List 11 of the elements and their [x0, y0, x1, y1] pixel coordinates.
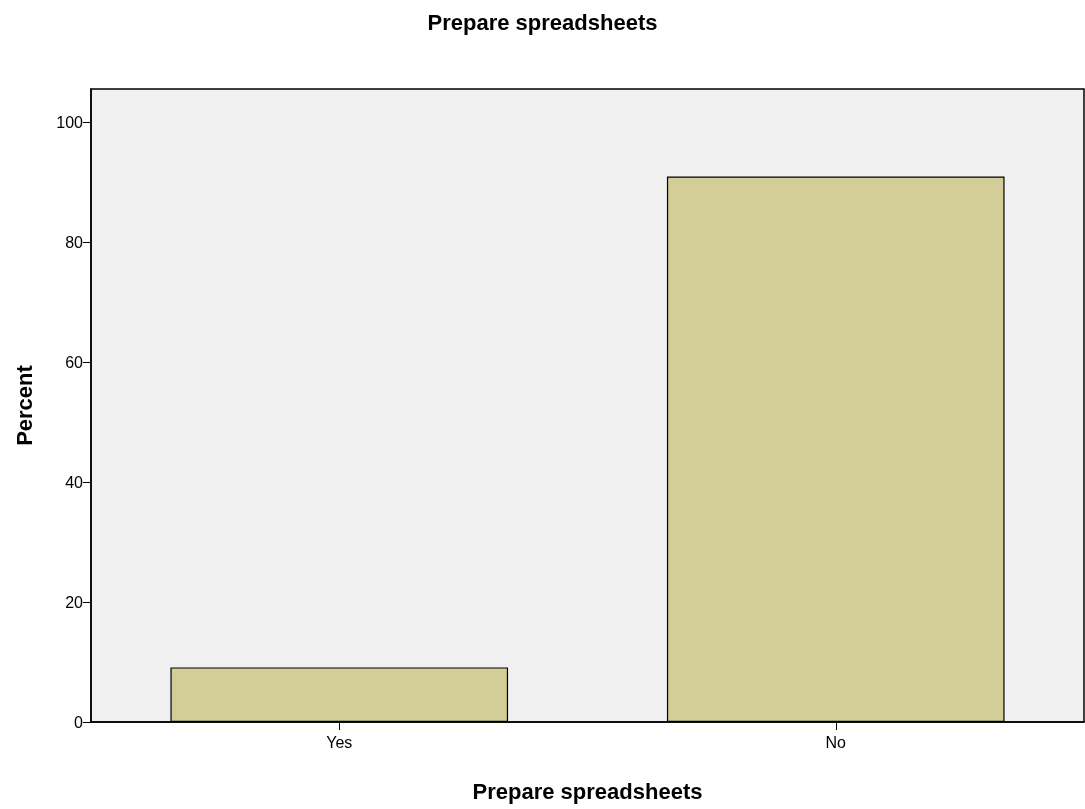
y-tick-label: 20: [65, 593, 84, 611]
x-tick-label: No: [825, 733, 847, 751]
y-tick-label: 0: [74, 713, 84, 731]
y-tick-label: 80: [65, 233, 84, 251]
x-axis-title: Prepare spreadsheets: [472, 778, 703, 804]
y-axis-title: Percent: [11, 364, 37, 446]
x-tick-label: Yes: [326, 733, 353, 751]
y-tick-label: 60: [65, 353, 84, 371]
y-tick-label: 40: [65, 473, 84, 491]
chart-title: Prepare spreadsheets: [427, 9, 658, 35]
y-tick-label: 100: [56, 113, 84, 131]
